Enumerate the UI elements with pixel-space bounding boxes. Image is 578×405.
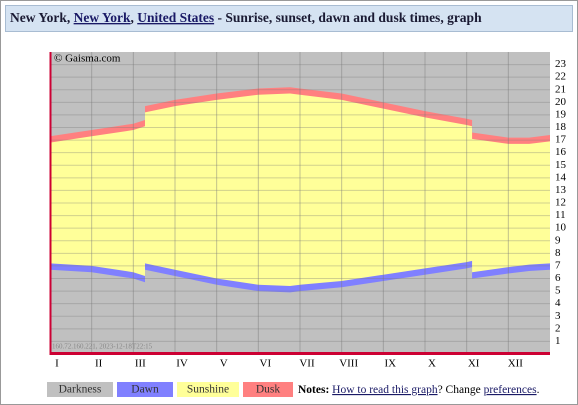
x-tick-label: VII [299,358,315,370]
y-tick-label: 18 [555,121,567,133]
y-tick-label: 14 [555,171,567,183]
y-tick-label: 11 [555,209,566,221]
region-link[interactable]: New York [74,10,131,25]
notes-text: ? Change [438,384,484,396]
preferences-link[interactable]: preferences [484,384,538,396]
x-tick-label: VI [260,358,272,370]
y-tick-label: 23 [555,58,567,70]
y-tick-label: 22 [555,71,566,83]
y-tick-label: 12 [555,197,566,209]
x-tick-label: IV [176,358,188,370]
country-link[interactable]: United States [137,10,214,25]
x-tick-label: V [220,358,228,370]
x-tick-label: XII [508,358,524,370]
legend-swatch [177,382,239,397]
x-tick-label: II [95,358,103,370]
x-tick-label: III [135,358,146,370]
help-link[interactable]: How to read this graph [332,384,438,396]
legend-label: Sunshine [187,384,229,396]
notes-end: . [537,384,540,396]
y-tick-label: 4 [555,297,561,309]
y-tick-label: 21 [555,83,566,95]
y-tick-label: 8 [555,247,561,259]
copyright: © Gaisma.com [54,53,121,65]
y-tick-label: 6 [555,272,561,284]
x-tick-label: IX [385,358,397,370]
separator: , [67,10,74,25]
y-tick-label: 17 [555,134,567,146]
stamp: 160.72.160.221, 2023-12-18T22:15 [52,343,153,351]
x-tick-label: X [428,358,436,370]
x-tick-label: I [55,358,59,370]
title-suffix: - Sunrise, sunset, dawn and dusk times, … [214,10,482,25]
legend-swatch [117,382,173,397]
notes-label: Notes: [298,384,329,396]
y-tick-label: 15 [555,159,567,171]
y-tick-label: 20 [555,96,567,108]
y-tick-label: 9 [555,234,561,246]
y-tick-label: 13 [555,184,567,196]
area [50,52,550,138]
y-tick-label: 3 [555,310,561,322]
y-tick-label: 16 [555,146,567,158]
header-title: New York, New York, United States - Sunr… [10,10,482,25]
legend-label: Dawn [131,384,159,396]
legend-swatch [243,382,293,397]
legend-label: Darkness [59,384,102,396]
y-tick-label: 7 [555,259,561,271]
y-tick-label: 2 [555,322,561,334]
y-tick-label: 5 [555,285,561,297]
y-tick-label: 19 [555,108,567,120]
legend-swatch [47,382,113,397]
header-bar [5,5,573,32]
y-tick-label: 1 [555,335,561,347]
legend-label: Dusk [256,384,281,396]
city: New York [10,10,67,25]
notes: Notes: How to read this graph? Change pr… [298,384,540,396]
x-tick-label: XI [468,358,480,370]
y-tick-label: 10 [555,222,567,234]
separator: , [131,10,138,25]
x-tick-label: VIII [339,358,358,370]
